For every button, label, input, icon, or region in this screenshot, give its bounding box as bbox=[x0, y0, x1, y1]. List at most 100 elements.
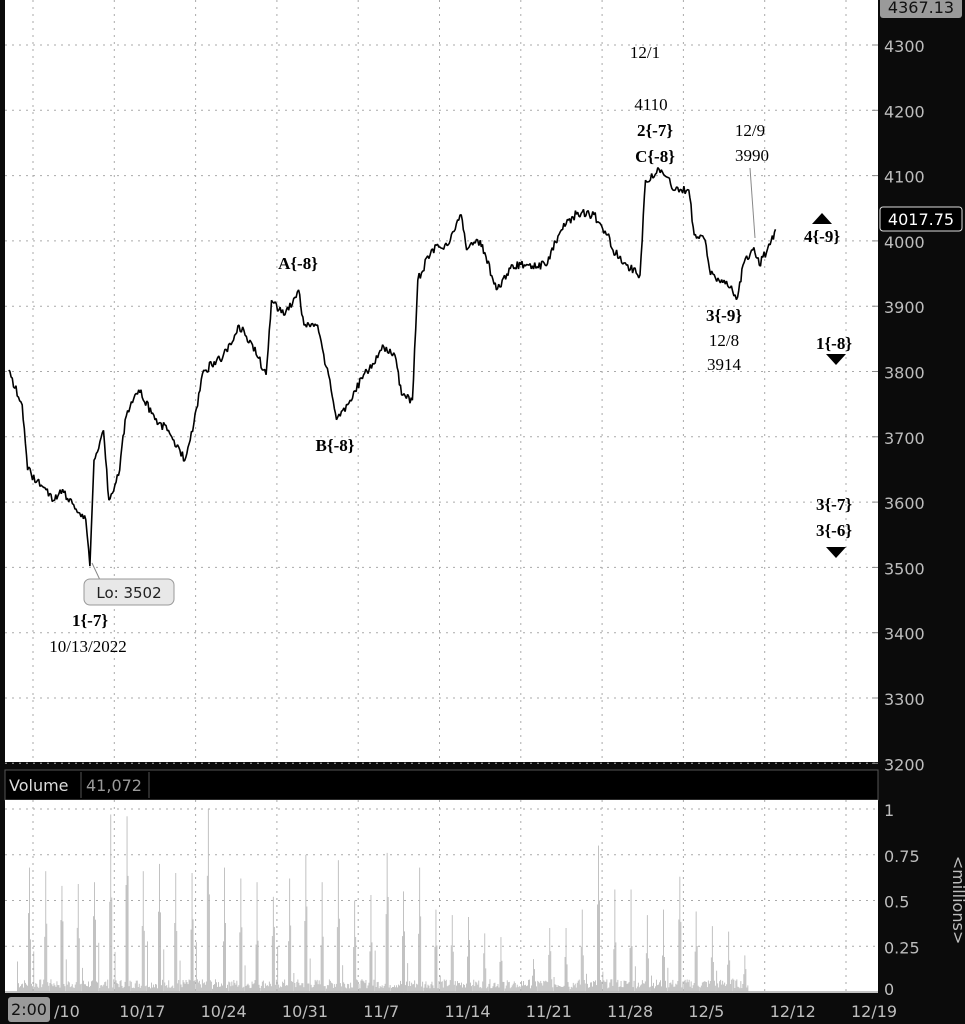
volume-bar bbox=[226, 988, 227, 992]
volume-bar bbox=[324, 986, 326, 992]
volume-bar bbox=[572, 982, 574, 992]
volume-bar bbox=[43, 979, 45, 992]
volume-bar bbox=[506, 980, 508, 992]
volume-bar bbox=[163, 949, 165, 992]
volume-bar bbox=[78, 938, 80, 992]
volume-bar bbox=[451, 915, 453, 992]
volume-bar bbox=[526, 986, 527, 992]
volume-bar bbox=[161, 985, 162, 992]
wave-label-2: 2{-7} bbox=[637, 121, 673, 140]
volume-bar bbox=[627, 983, 629, 992]
volume-bar bbox=[561, 987, 563, 992]
volume-bar bbox=[579, 984, 581, 992]
time-axis[interactable]: /10 10/17 10/24 10/31 11/7 11/14 11/21 11/28 12/… bbox=[54, 1002, 897, 1021]
price-axis[interactable]: 4300 4200 4100 4000 3900 3800 3700 3600 3500 3400… bbox=[872, 37, 925, 774]
volume-bar bbox=[301, 983, 303, 992]
volume-bar bbox=[738, 987, 740, 992]
volume-bar bbox=[679, 876, 681, 992]
volume-bar bbox=[225, 923, 226, 992]
volume-bar bbox=[661, 986, 662, 992]
volume-bar bbox=[372, 985, 374, 992]
volume-bar bbox=[99, 988, 101, 992]
volume-tick-label: 0.5 bbox=[884, 893, 909, 912]
volume-bar bbox=[244, 965, 246, 992]
volume-bar bbox=[387, 897, 389, 992]
volume-bar bbox=[687, 982, 689, 992]
volume-bar bbox=[559, 986, 561, 992]
volume-bar bbox=[554, 984, 556, 992]
volume-bar bbox=[137, 987, 139, 992]
price-tick-label: 3900 bbox=[884, 298, 925, 317]
time-tick-label: /10 bbox=[54, 1002, 80, 1021]
volume-bar bbox=[314, 979, 316, 992]
volume-bar bbox=[447, 985, 449, 992]
volume-bar bbox=[254, 980, 256, 992]
volume-bar bbox=[346, 988, 348, 992]
volume-bar bbox=[553, 977, 555, 992]
volume-bar bbox=[574, 983, 576, 992]
volume-bar bbox=[326, 985, 328, 992]
volume-bar bbox=[356, 979, 358, 992]
volume-bar bbox=[102, 986, 104, 992]
volume-bar bbox=[101, 985, 103, 992]
volume-bar bbox=[494, 982, 496, 992]
volume-bar bbox=[454, 981, 456, 992]
volume-bar bbox=[188, 979, 190, 992]
volume-bar bbox=[62, 921, 64, 992]
volume-bar bbox=[645, 953, 647, 992]
volume-bar bbox=[296, 981, 298, 992]
top-price-label: 4367.13 bbox=[888, 0, 954, 17]
volume-bar bbox=[404, 931, 405, 992]
volume-bar bbox=[503, 982, 505, 992]
last-price-label: 4017.75 bbox=[888, 210, 954, 229]
volume-bar bbox=[151, 982, 152, 992]
volume-bar bbox=[209, 980, 211, 992]
volume-bar bbox=[255, 944, 257, 992]
volume-bar bbox=[692, 985, 694, 992]
volume-bar bbox=[708, 983, 710, 992]
volume-bar bbox=[207, 809, 209, 992]
volume-bar bbox=[147, 941, 148, 992]
volume-bar bbox=[106, 985, 108, 992]
volume-bar bbox=[354, 900, 356, 992]
volume-bar bbox=[350, 982, 352, 992]
volume-bar bbox=[297, 979, 299, 992]
volume-bar bbox=[407, 963, 409, 992]
volume-bar bbox=[335, 983, 337, 992]
volume-bar bbox=[321, 882, 323, 992]
volume-bar bbox=[45, 871, 47, 992]
volume-bar bbox=[606, 979, 608, 992]
volume-bar bbox=[696, 946, 698, 992]
volume-bar bbox=[33, 951, 35, 992]
volume-bar bbox=[741, 988, 743, 992]
volume-bar bbox=[678, 919, 680, 992]
wave-label-3-6: 3{-6} bbox=[816, 521, 852, 540]
volume-bar bbox=[541, 983, 543, 992]
volume-bar bbox=[198, 980, 200, 992]
volume-bar bbox=[691, 988, 693, 992]
volume-bar bbox=[475, 981, 477, 992]
volume-bar bbox=[332, 987, 334, 992]
volume-bar bbox=[502, 981, 504, 992]
low-bubble bbox=[83, 578, 175, 606]
volume-bar bbox=[327, 985, 329, 992]
volume-bar bbox=[122, 988, 124, 992]
volume-bar bbox=[184, 983, 186, 992]
volume-bar bbox=[564, 957, 566, 992]
volume-bar bbox=[74, 984, 76, 992]
volume-bar bbox=[529, 979, 530, 992]
volume-bar bbox=[640, 984, 642, 992]
volume-bar bbox=[483, 953, 485, 992]
volume-bar bbox=[385, 914, 387, 992]
volume-bar bbox=[628, 982, 630, 992]
volume-bar bbox=[598, 845, 599, 992]
volume-bar bbox=[437, 988, 439, 992]
volume-bar bbox=[600, 980, 601, 992]
volume-bar bbox=[611, 979, 613, 992]
wave-label-3-7: 3{-7} bbox=[816, 495, 852, 514]
volume-bar bbox=[610, 979, 612, 992]
volume-bar bbox=[672, 979, 674, 992]
volume-bar bbox=[229, 982, 231, 992]
volume-bar bbox=[125, 885, 127, 992]
volume-bar bbox=[496, 986, 498, 992]
